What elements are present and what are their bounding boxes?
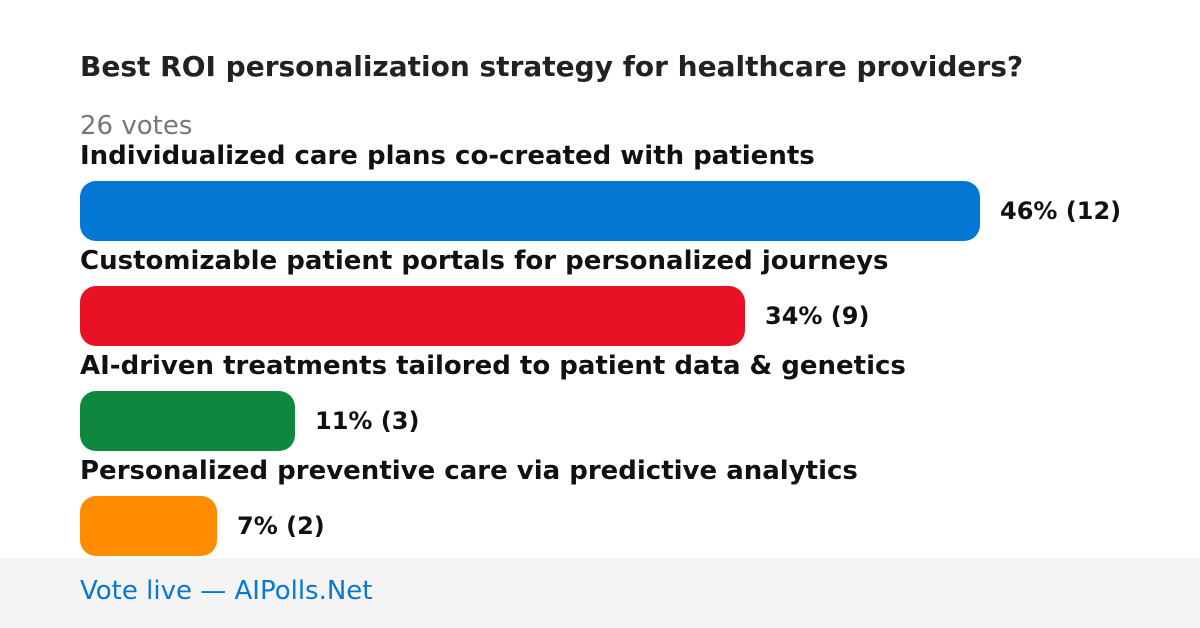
option-value-label: 46% (12) xyxy=(1000,197,1122,225)
option-bar xyxy=(80,286,745,346)
option-value-label: 7% (2) xyxy=(237,512,325,540)
option-label: Customizable patient portals for persona… xyxy=(80,246,889,276)
option-value-label: 34% (9) xyxy=(765,302,870,330)
option-bar xyxy=(80,496,217,556)
option-label: AI-driven treatments tailored to patient… xyxy=(80,351,906,381)
option-label: Personalized preventive care via predict… xyxy=(80,456,858,486)
footer-link[interactable]: Vote live — AIPolls.Net xyxy=(80,576,373,606)
option-bar xyxy=(80,391,295,451)
vote-count: 26 votes xyxy=(80,111,193,141)
option-label: Individualized care plans co-created wit… xyxy=(80,141,815,171)
poll-question: Best ROI personalization strategy for he… xyxy=(80,50,1024,83)
option-bar xyxy=(80,181,980,241)
option-value-label: 11% (3) xyxy=(315,407,420,435)
footer: Vote live — AIPolls.Net xyxy=(0,558,1200,628)
